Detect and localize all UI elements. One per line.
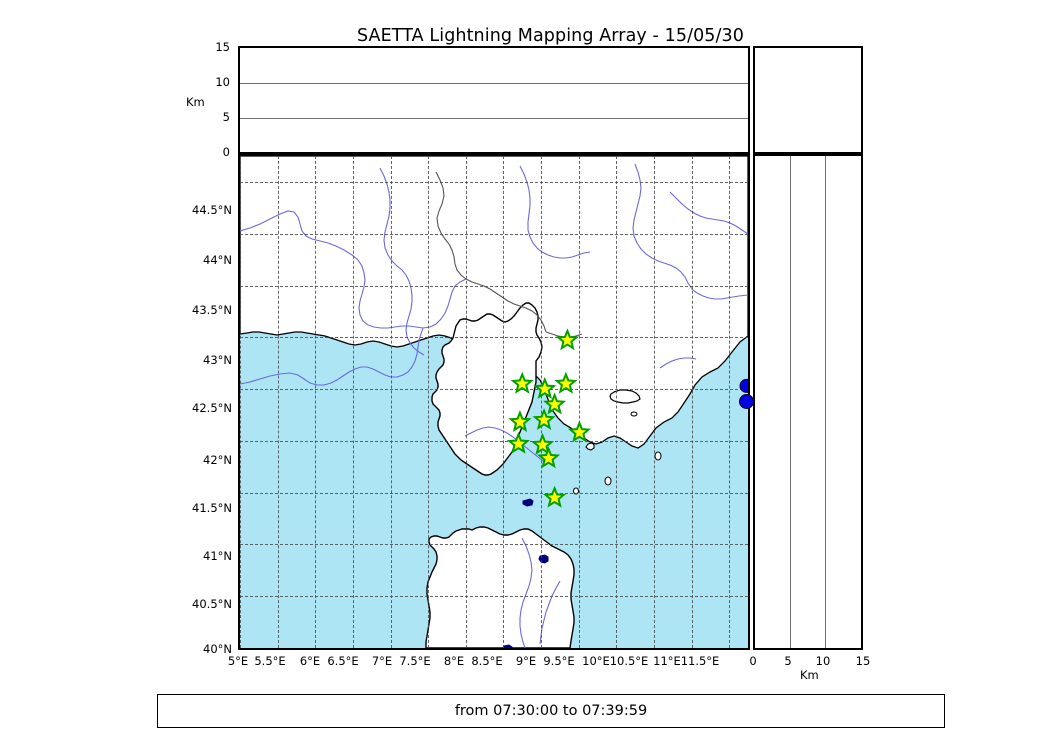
map-xtick-9.5E: 9.5°E (543, 654, 575, 668)
map-ytick-40N: 40°N (203, 642, 232, 656)
map-xtick-7E: 7°E (371, 654, 393, 668)
station-star-marker[interactable] (536, 446, 561, 469)
top-gridline-5km (240, 118, 748, 119)
map-xtick-11E: 11°E (653, 654, 681, 668)
map-gridline-lon-9 (578, 156, 580, 648)
map-ytick-43.5N: 43.5°N (192, 303, 232, 317)
map-xtick-5.5E: 5.5°E (254, 654, 286, 668)
map-ytick-40.5N: 40.5°N (192, 597, 232, 611)
map-ytick-44N: 44°N (203, 253, 232, 267)
map-gridline-lon-4 (390, 156, 392, 648)
map-xtick-11.5E: 11.5°E (680, 654, 720, 668)
map-gridline-lon-1 (277, 156, 279, 648)
station-star-marker[interactable] (510, 371, 534, 394)
map-gridline-lon-3 (352, 156, 354, 648)
map-gridline-lat-3 (240, 492, 748, 494)
map-xtick-6.5E: 6.5°E (327, 654, 359, 668)
map-gridline-lat-4 (240, 440, 748, 442)
side-xtick-10: 10 (815, 654, 831, 668)
station-star-marker[interactable] (554, 371, 578, 394)
station-star-marker[interactable] (543, 485, 567, 508)
map-xtick-10E: 10°E (582, 654, 610, 668)
top-ytick-15: 15 (215, 40, 230, 54)
map-markers-layer[interactable] (240, 156, 748, 648)
map-gridline-lat-5 (240, 389, 748, 391)
side-xtick-5: 5 (784, 654, 792, 668)
station-star-marker[interactable] (567, 420, 591, 443)
panel-corner[interactable] (753, 46, 863, 154)
station-star-marker[interactable] (533, 376, 557, 399)
map-ytick-42.5N: 42.5°N (192, 401, 232, 415)
map-xtick-5E: 5°E (227, 654, 249, 668)
map-gridline-lon-2 (315, 156, 317, 648)
station-star-marker[interactable] (543, 392, 567, 415)
side-gridline-5km (790, 156, 791, 648)
map-gridline-lon-8 (541, 156, 542, 648)
map-xtick-9E: 9°E (515, 654, 537, 668)
station-star-marker[interactable] (508, 410, 532, 433)
map-ytick-43N: 43°N (203, 353, 232, 367)
map-gridline-lon-6 (465, 156, 467, 648)
map-xtick-8E: 8°E (443, 654, 465, 668)
status-bar: from 07:30:00 to 07:39:59 (157, 694, 945, 728)
side-panel-plot-area (755, 156, 861, 648)
status-bar-text: from 07:30:00 to 07:39:59 (454, 703, 648, 719)
top-ytick-5: 5 (222, 110, 230, 124)
map-plot-area (240, 156, 748, 648)
map-gridline-lat-1 (240, 596, 748, 598)
station-star-marker[interactable] (532, 407, 556, 430)
panel-height-vs-longitude[interactable] (238, 46, 750, 154)
map-gridline-lon-0 (240, 156, 241, 648)
top-panel-plot-area (240, 48, 748, 152)
map-ytick-42N: 42°N (203, 453, 232, 467)
panel-height-vs-latitude[interactable] (753, 154, 863, 650)
map-xtick-10.5E: 10.5°E (609, 654, 649, 668)
map-xtick-8.5E: 8.5°E (471, 654, 503, 668)
side-xtick-0: 0 (749, 654, 757, 668)
top-axis-unit-label: Km (186, 95, 205, 109)
map-gridline-lon-11 (653, 156, 655, 648)
map-graphic (240, 156, 748, 648)
map-ytick-41N: 41°N (203, 549, 232, 563)
panel-map[interactable] (238, 154, 750, 650)
side-gridline-10km (825, 156, 826, 648)
map-gridline-lon-13 (729, 156, 731, 648)
map-gridline-lon-5 (428, 156, 430, 648)
map-gridline-lat-6 (240, 337, 748, 339)
lightning-source-marker[interactable] (739, 378, 748, 393)
top-gridline-10km (240, 83, 748, 84)
map-gridline-lon-12 (691, 156, 693, 648)
corner-panel-plot-area (755, 48, 861, 152)
station-star-marker[interactable] (530, 432, 555, 455)
map-gridline-lon-7 (503, 156, 505, 648)
map-ytick-44.5N: 44.5°N (192, 203, 232, 217)
map-gridline-lat-7 (240, 285, 748, 287)
map-gridline-lon-10 (616, 156, 618, 648)
station-star-marker[interactable] (555, 328, 579, 351)
top-ytick-10: 10 (215, 75, 230, 89)
map-gridline-lat-2 (240, 544, 748, 546)
side-axis-unit-label: Km (800, 668, 819, 682)
top-ytick-0: 0 (222, 145, 230, 159)
map-ytick-41.5N: 41.5°N (192, 501, 232, 515)
source-dot-marker[interactable] (739, 394, 754, 409)
side-xtick-15: 15 (855, 654, 871, 668)
map-xtick-7.5E: 7.5°E (399, 654, 431, 668)
station-star-marker[interactable] (506, 431, 531, 454)
page-title: SAETTA Lightning Mapping Array - 15/05/3… (356, 26, 745, 46)
map-gridline-lat-9 (240, 181, 748, 183)
map-gridline-lat-8 (240, 233, 748, 235)
map-xtick-6E: 6°E (299, 654, 321, 668)
